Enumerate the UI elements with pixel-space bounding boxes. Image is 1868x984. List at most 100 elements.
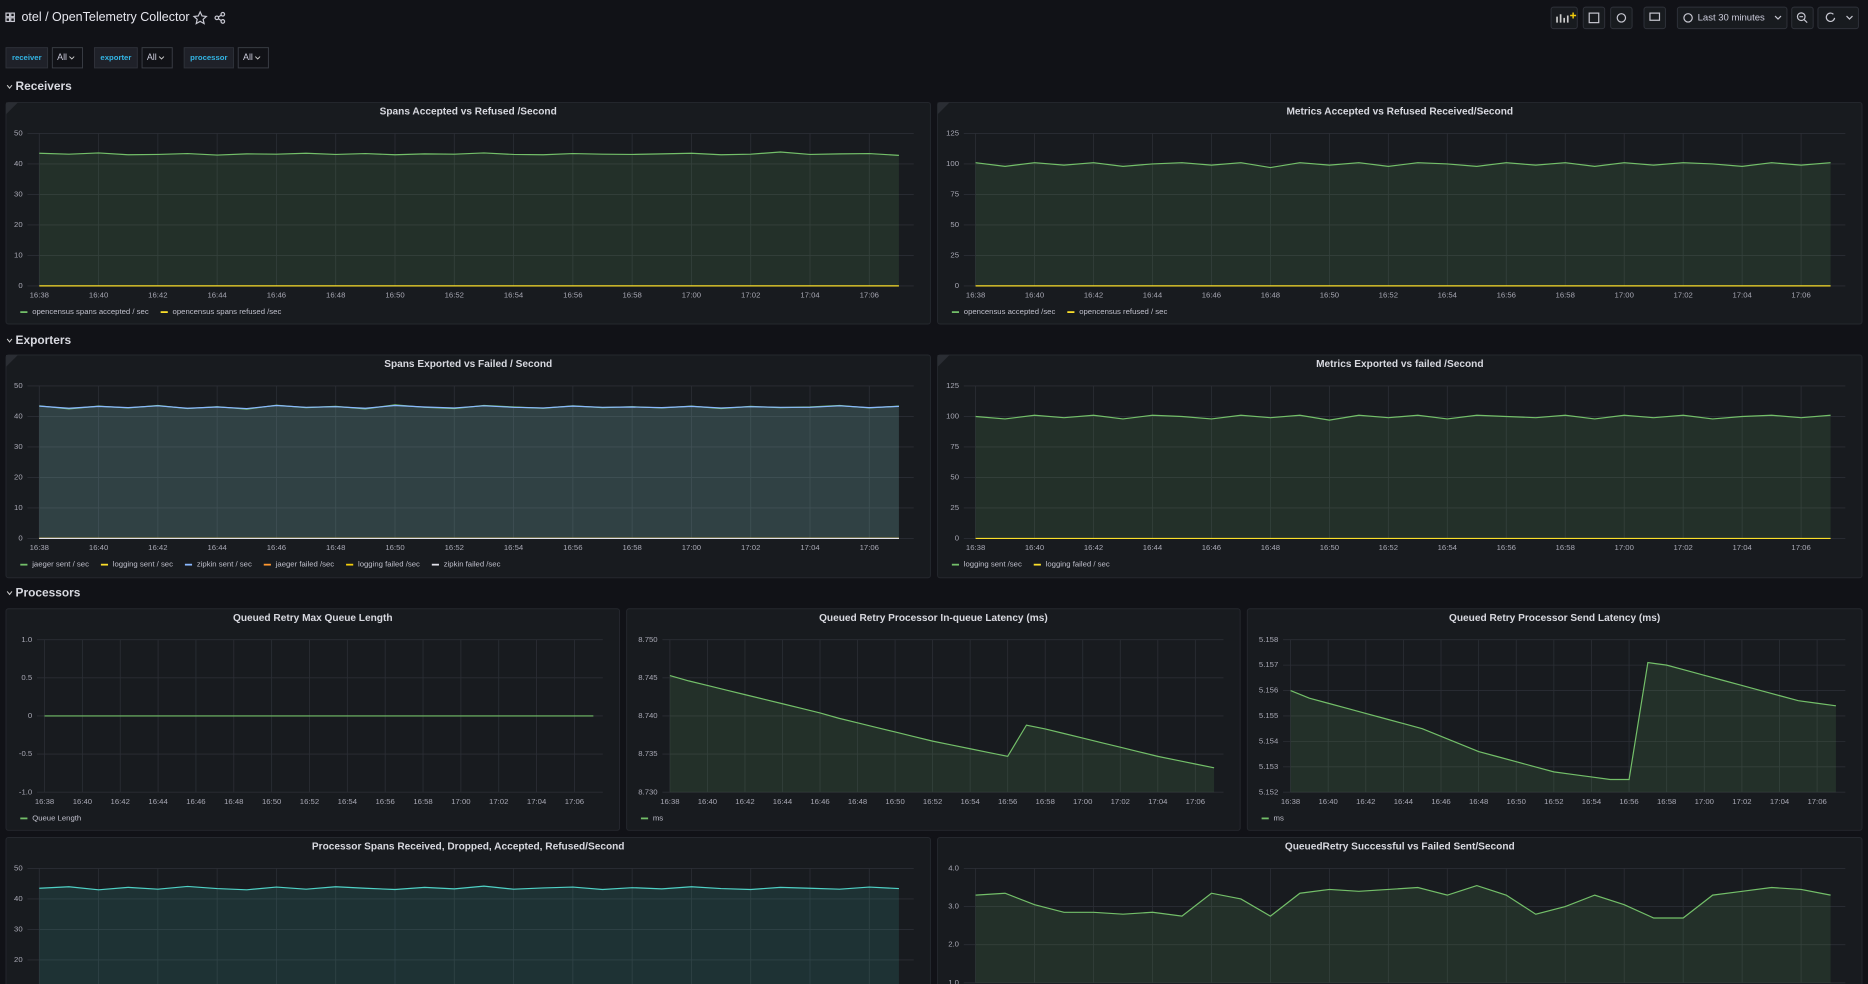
x-tick-label: 16:42 — [1356, 797, 1375, 806]
x-tick-label: 16:54 — [1438, 543, 1458, 552]
save-icon — [1588, 12, 1600, 24]
info-corner[interactable] — [5, 102, 18, 115]
series-line — [669, 674, 1215, 769]
panel: Queued Retry Max Queue Length 16:38 16:40 1… — [5, 608, 620, 831]
panel-title[interactable]: Metrics Exported vs failed /Second — [1316, 359, 1483, 370]
x-tick-label: 16:40 — [73, 797, 92, 806]
x-tick-label: 16:44 — [1143, 290, 1163, 299]
legend-label[interactable]: jaeger failed /sec — [275, 560, 335, 569]
row-title[interactable]: Receivers — [16, 79, 73, 93]
legend-label[interactable]: opencensus spans accepted / sec — [32, 307, 149, 316]
share-icon[interactable] — [214, 11, 226, 24]
panel-title[interactable]: Processor Spans Received, Dropped, Accep… — [312, 842, 625, 853]
panel-background — [5, 354, 931, 579]
caret — [254, 56, 261, 60]
row-caret[interactable] — [6, 338, 13, 343]
dashboard-title[interactable]: otel / OpenTelemetry Collector — [21, 10, 189, 24]
info-corner[interactable] — [5, 355, 18, 367]
panel-title[interactable]: Queued Retry Max Queue Length — [233, 613, 393, 624]
y-tick-label: 20 — [14, 220, 23, 229]
legend-label[interactable]: opencensus spans refused /sec — [173, 307, 282, 316]
variable-label: exporter — [100, 53, 131, 62]
panel-background — [5, 608, 620, 831]
x-tick-label: 16:48 — [1261, 543, 1280, 552]
y-tick-label: 8.730 — [638, 787, 657, 796]
x-tick-label: 16:56 — [1497, 543, 1516, 552]
panel: QueuedRetry Successful vs Failed Sent/Se… — [937, 836, 1863, 984]
x-tick-label: 17:02 — [1673, 543, 1692, 552]
x-tick-label: 16:56 — [563, 290, 582, 299]
row-title[interactable]: Processors — [16, 585, 81, 599]
x-tick-label: 17:04 — [527, 797, 547, 806]
info-corner[interactable] — [937, 355, 950, 367]
x-tick-label: 16:58 — [622, 290, 641, 299]
add-panel-icon — [1556, 14, 1569, 23]
panel-title[interactable]: Spans Exported vs Failed / Second — [384, 359, 552, 370]
row-title[interactable]: Exporters — [16, 333, 72, 347]
panel-title[interactable]: Metrics Accepted vs Refused Received/Sec… — [1286, 107, 1513, 118]
variable-value: All — [147, 52, 157, 62]
variable-select[interactable] — [141, 47, 173, 69]
content: Receivers Spans Accepted vs Refused /Seco… — [5, 79, 1863, 984]
zoom-out-button[interactable] — [1791, 6, 1814, 30]
x-tick-label: 16:54 — [504, 290, 524, 299]
x-tick-label: 16:50 — [262, 797, 281, 806]
refresh-button[interactable] — [1817, 6, 1859, 30]
legend-label[interactable]: jaeger sent / sec — [31, 560, 89, 569]
legend-label[interactable]: opencensus accepted /sec — [964, 307, 1056, 316]
row-caret[interactable] — [6, 591, 13, 596]
y-tick-label: 8.750 — [638, 635, 657, 644]
x-tick-label: 17:00 — [682, 290, 701, 299]
panel: Processor Spans Received, Dropped, Accep… — [5, 836, 931, 984]
panel-title[interactable]: QueuedRetry Successful vs Failed Sent/Se… — [1285, 842, 1515, 853]
legend-label[interactable]: logging sent / sec — [113, 560, 173, 569]
legend-label[interactable]: logging failed /sec — [358, 560, 420, 569]
legend-label[interactable]: logging failed / sec — [1046, 560, 1110, 569]
area-fill — [669, 675, 1215, 793]
time-picker[interactable] — [1676, 6, 1788, 30]
apps-icon[interactable] — [5, 12, 15, 23]
variable-select[interactable] — [51, 47, 84, 69]
x-tick-label: 16:52 — [1379, 290, 1398, 299]
variable-select[interactable] — [237, 47, 269, 69]
legend-label[interactable]: ms — [1274, 813, 1284, 822]
variable-value: All — [57, 52, 67, 62]
x-tick-label: 16:44 — [773, 797, 793, 806]
x-tick-label: 16:50 — [1507, 797, 1526, 806]
panel-title[interactable]: Queued Retry Processor In-queue Latency … — [819, 613, 1048, 624]
settings-button[interactable] — [1610, 6, 1633, 30]
x-tick-label: 16:54 — [338, 797, 358, 806]
legend-label[interactable]: ms — [653, 813, 663, 822]
x-tick-label: 16:54 — [1438, 290, 1458, 299]
legend-label[interactable]: Queue Length — [32, 813, 81, 822]
x-tick-label: 16:50 — [1320, 543, 1339, 552]
x-tick-label: 16:52 — [445, 543, 464, 552]
save-button[interactable] — [1582, 6, 1606, 30]
star-icon[interactable] — [192, 10, 208, 25]
x-tick-label: 16:40 — [89, 290, 108, 299]
panel: Metrics Accepted vs Refused Received/Sec… — [937, 101, 1863, 325]
area-fill — [975, 162, 1831, 286]
tv-mode-button[interactable] — [1643, 6, 1666, 30]
x-tick-label: 16:46 — [810, 797, 829, 806]
x-tick-label: 16:48 — [848, 797, 867, 806]
legend-label[interactable]: logging sent /sec — [964, 560, 1022, 569]
legend-label[interactable]: zipkin failed /sec — [444, 560, 501, 569]
x-tick-label: 16:58 — [413, 797, 432, 806]
x-tick-label: 16:52 — [1379, 543, 1398, 552]
panel: Queued Retry Processor In-queue Latency … — [626, 608, 1241, 831]
area-fill — [975, 885, 1831, 983]
x-tick-label: 16:40 — [698, 797, 717, 806]
panel-title[interactable]: Queued Retry Processor Send Latency (ms) — [1449, 613, 1660, 624]
variable-label: processor — [190, 53, 227, 62]
x-tick-label: 17:00 — [1615, 290, 1634, 299]
legend-label[interactable]: opencensus refused / sec — [1079, 307, 1167, 316]
legend-label[interactable]: zipkin sent / sec — [197, 560, 252, 569]
panel-title[interactable]: Spans Accepted vs Refused /Second — [380, 107, 557, 118]
x-tick-label: 16:58 — [1657, 797, 1676, 806]
row-caret[interactable] — [6, 84, 13, 90]
panel-background — [5, 836, 931, 984]
info-corner[interactable] — [937, 102, 950, 115]
x-tick-label: 16:46 — [1202, 543, 1221, 552]
header: otel / OpenTelemetry Collector Last 30 m… — [5, 6, 1859, 30]
